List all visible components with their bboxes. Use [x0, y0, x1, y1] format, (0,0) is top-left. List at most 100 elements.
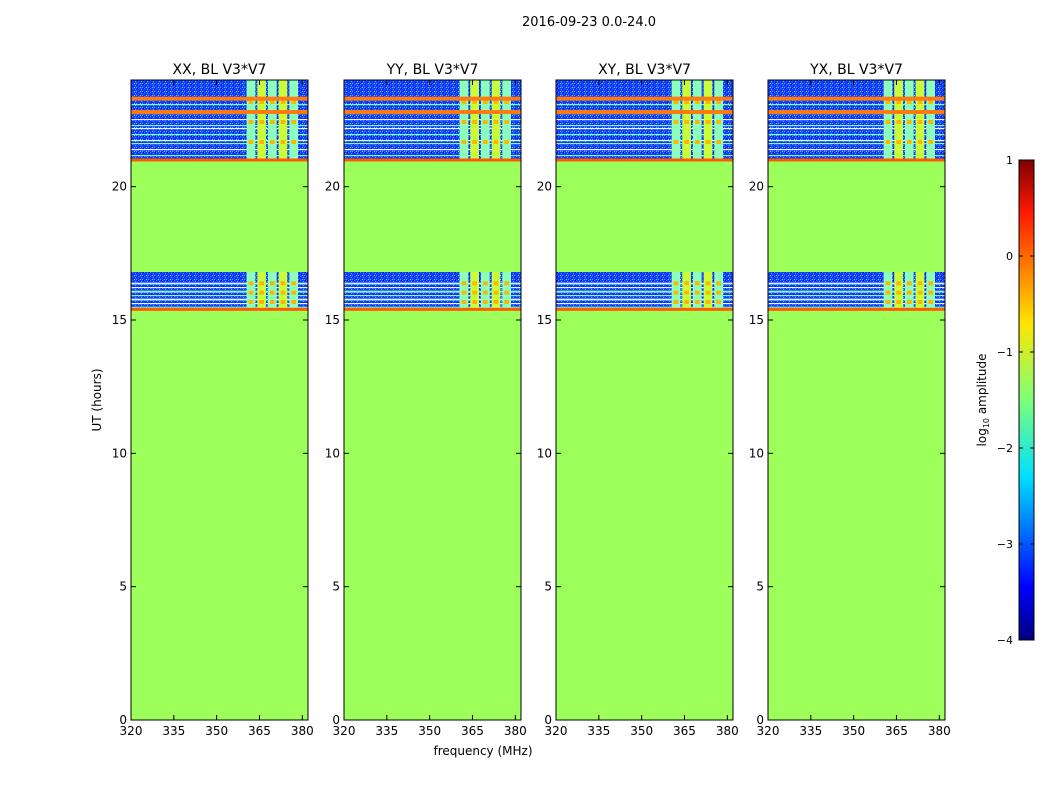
rfi-stripe — [768, 143, 945, 145]
rfi-stripe — [344, 287, 521, 289]
rfi-stripe — [131, 298, 308, 300]
block-edge-line — [556, 307, 733, 311]
rfi-hotspot — [482, 140, 488, 144]
rfi-hotspot — [917, 290, 923, 295]
rfi-stripe — [556, 291, 733, 293]
rfi-hotspot — [896, 290, 901, 295]
rfi-stripe — [344, 282, 521, 284]
rfi-stripe — [768, 140, 945, 142]
panel-1: YY, BL V3*V7 320 335 350 365 380 0 5 10 15 20 — [325, 62, 527, 738]
block-edge-line — [131, 307, 308, 311]
rfi-hotspot — [705, 140, 711, 144]
rfi-stripe — [556, 287, 733, 289]
rfi-hotspot — [716, 290, 721, 295]
y-tick-label: 15 — [537, 313, 552, 327]
rfi-hotspot — [928, 281, 933, 286]
x-tick-label: 335 — [162, 724, 185, 738]
panel-title: XY, BL V3*V7 — [598, 62, 691, 78]
rfi-hotspot — [472, 100, 477, 104]
rfi-hotspot — [885, 290, 891, 295]
rfi-hotspot — [684, 290, 689, 295]
rfi-hotspot — [482, 300, 488, 304]
rfi-stripe — [556, 140, 733, 142]
rfi-hotspot — [705, 281, 711, 286]
y-tick-label: 10 — [537, 446, 552, 460]
rfi-stripe — [344, 295, 521, 297]
rfi-stripe — [556, 149, 733, 151]
rfi-hotspot — [291, 300, 296, 304]
rfi-hotspot — [280, 290, 286, 295]
rfi-stripe — [344, 299, 521, 301]
rfi-hotspot — [248, 290, 254, 295]
rfi-stripe — [768, 134, 945, 136]
rfi-stripe — [131, 128, 308, 130]
rfi-stripe — [768, 104, 945, 106]
rfi-hotspot — [896, 100, 901, 104]
rfi-hotspot — [705, 290, 711, 295]
colorbar-tick-label: −3 — [997, 538, 1013, 551]
rfi-hotspot — [280, 281, 286, 286]
x-tick-label: 350 — [842, 724, 865, 738]
rfi-hotspot — [504, 100, 509, 104]
rfi-stripe — [556, 119, 733, 121]
rfi-hotspot — [673, 120, 679, 124]
rfi-hotspot — [906, 140, 912, 144]
x-tick-label: 350 — [630, 724, 653, 738]
rfi-hotspot — [461, 300, 467, 304]
rfi-stripe — [344, 303, 521, 305]
rfi-hotspot — [493, 140, 499, 144]
strong-rfi-line — [768, 96, 945, 101]
y-tick-label: 15 — [325, 313, 340, 327]
rfi-hotspot — [673, 100, 679, 104]
rfi-stripe — [344, 143, 521, 145]
rfi-stripe — [768, 299, 945, 301]
rfi-stripe — [131, 125, 308, 127]
rfi-stripe — [131, 119, 308, 121]
rfi-hotspot — [684, 120, 689, 124]
strong-rfi-line — [344, 110, 521, 114]
rfi-hotspot — [291, 290, 296, 295]
rfi-hotspot — [269, 100, 275, 104]
rfi-stripe — [556, 303, 733, 305]
rfi-hotspot — [482, 100, 488, 104]
colorbar: −4 −3 −2 −1 0 1 log10 amplitude — [975, 154, 1035, 647]
block-edge-line — [344, 307, 521, 311]
rfi-hotspot — [705, 120, 711, 124]
rfi-hotspot — [694, 281, 700, 286]
rfi-stripe — [131, 143, 308, 145]
rfi-stripe — [131, 149, 308, 151]
rfi-stripe — [344, 149, 521, 151]
rfi-hotspot — [906, 100, 912, 104]
y-tick-label: 5 — [544, 580, 552, 594]
rfi-hotspot — [472, 290, 477, 295]
rfi-hotspot — [673, 281, 679, 286]
flagged-region — [131, 80, 308, 720]
rfi-stripe — [768, 119, 945, 121]
rfi-stripe — [556, 283, 733, 285]
rfi-hotspot — [504, 300, 509, 304]
x-tick-label: 365 — [673, 724, 696, 738]
block-edge-line — [556, 158, 733, 162]
strong-rfi-line — [344, 96, 521, 101]
rfi-hotspot — [472, 120, 477, 124]
flagged-region — [344, 80, 521, 720]
rfi-stripe — [556, 299, 733, 301]
rfi-stripe — [768, 303, 945, 305]
block-edge-line — [344, 158, 521, 162]
rfi-hotspot — [461, 120, 467, 124]
rfi-hotspot — [248, 140, 254, 144]
strong-rfi-line — [556, 96, 733, 101]
panel-3: YX, BL V3*V7 320 335 350 365 380 0 5 10 15 20 — [749, 62, 951, 738]
rfi-hotspot — [673, 290, 679, 295]
y-tick-label: 5 — [756, 580, 764, 594]
panel-title: YY, BL V3*V7 — [386, 62, 479, 78]
rfi-stripe — [556, 143, 733, 145]
rfi-stripe — [344, 119, 521, 121]
x-tick-label: 335 — [375, 724, 398, 738]
rfi-stripe — [556, 155, 733, 157]
rfi-hotspot — [269, 120, 275, 124]
rfi-hotspot — [482, 281, 488, 286]
colorbar-label-log: log — [975, 428, 989, 446]
rfi-stripe — [344, 104, 521, 106]
